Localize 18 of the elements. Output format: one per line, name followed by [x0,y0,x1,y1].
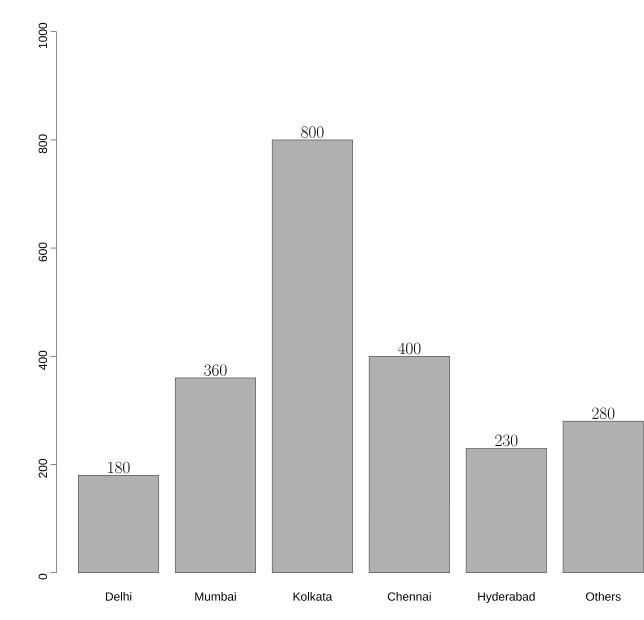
data-label: 400 [398,342,420,354]
x-tick-label: Mumbai [195,592,236,601]
x-tick-label: Delhi [106,592,132,601]
y-tick-label: 1000 [38,22,48,48]
x-tick-label: Kolkata [294,592,332,601]
y-tick-label: 800 [38,134,48,154]
y-tick-label: 400 [38,350,48,370]
data-label: 180 [108,462,130,474]
y-tick-label: 600 [38,242,48,262]
data-label: 280 [592,407,614,420]
x-tick-label: Chennai [388,592,431,601]
x-tick-label: Hyderabad [478,592,535,603]
y-tick-label: 0 [38,574,48,580]
data-label: 800 [301,126,324,138]
data-label: 230 [495,434,518,446]
y-tick-label: 200 [38,458,48,478]
x-tick-label: Others [586,592,621,601]
data-label: 360 [204,364,227,376]
